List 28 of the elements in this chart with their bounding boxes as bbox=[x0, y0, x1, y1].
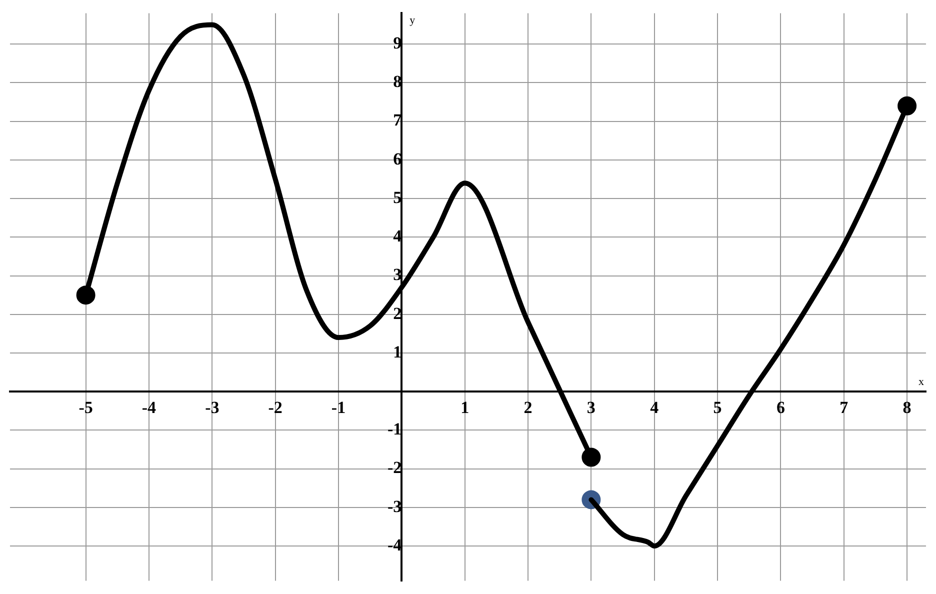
x-axis-title: x bbox=[918, 376, 924, 388]
y-tick-label: 8 bbox=[393, 72, 402, 92]
y-tick-label: 4 bbox=[393, 226, 402, 246]
x-tick-label: -3 bbox=[205, 398, 220, 418]
y-tick-label: 6 bbox=[393, 149, 402, 168]
x-tick-label: 4 bbox=[650, 398, 660, 418]
y-tick-label: -4 bbox=[387, 535, 402, 554]
x-tick-label: 7 bbox=[840, 398, 849, 418]
y-tick-label: 1 bbox=[393, 342, 402, 362]
y-tick-label: 5 bbox=[393, 188, 402, 207]
x-tick-label: 2 bbox=[524, 398, 532, 418]
x-tick-label: -4 bbox=[142, 398, 157, 418]
x-tick-label: 6 bbox=[776, 398, 785, 418]
y-tick-label: -3 bbox=[387, 496, 402, 516]
y-tick-label: 2 bbox=[393, 304, 402, 323]
y-tick-label: -1 bbox=[387, 420, 402, 439]
y-axis-title: y bbox=[410, 14, 416, 27]
x-tick-label: 5 bbox=[713, 398, 722, 418]
y-tick-label: 7 bbox=[393, 110, 402, 130]
x-tick-label: 1 bbox=[460, 398, 470, 418]
x-tick-label: 3 bbox=[586, 398, 596, 418]
x-tick-label: -5 bbox=[78, 398, 93, 418]
x-tick-label: -2 bbox=[268, 398, 282, 418]
x-tick-label: -1 bbox=[331, 398, 346, 418]
x-tick-label: 8 bbox=[902, 398, 912, 418]
y-tick-label: 3 bbox=[393, 265, 402, 284]
y-tick-label: -2 bbox=[387, 458, 402, 478]
y-tick-label: 9 bbox=[393, 33, 402, 52]
